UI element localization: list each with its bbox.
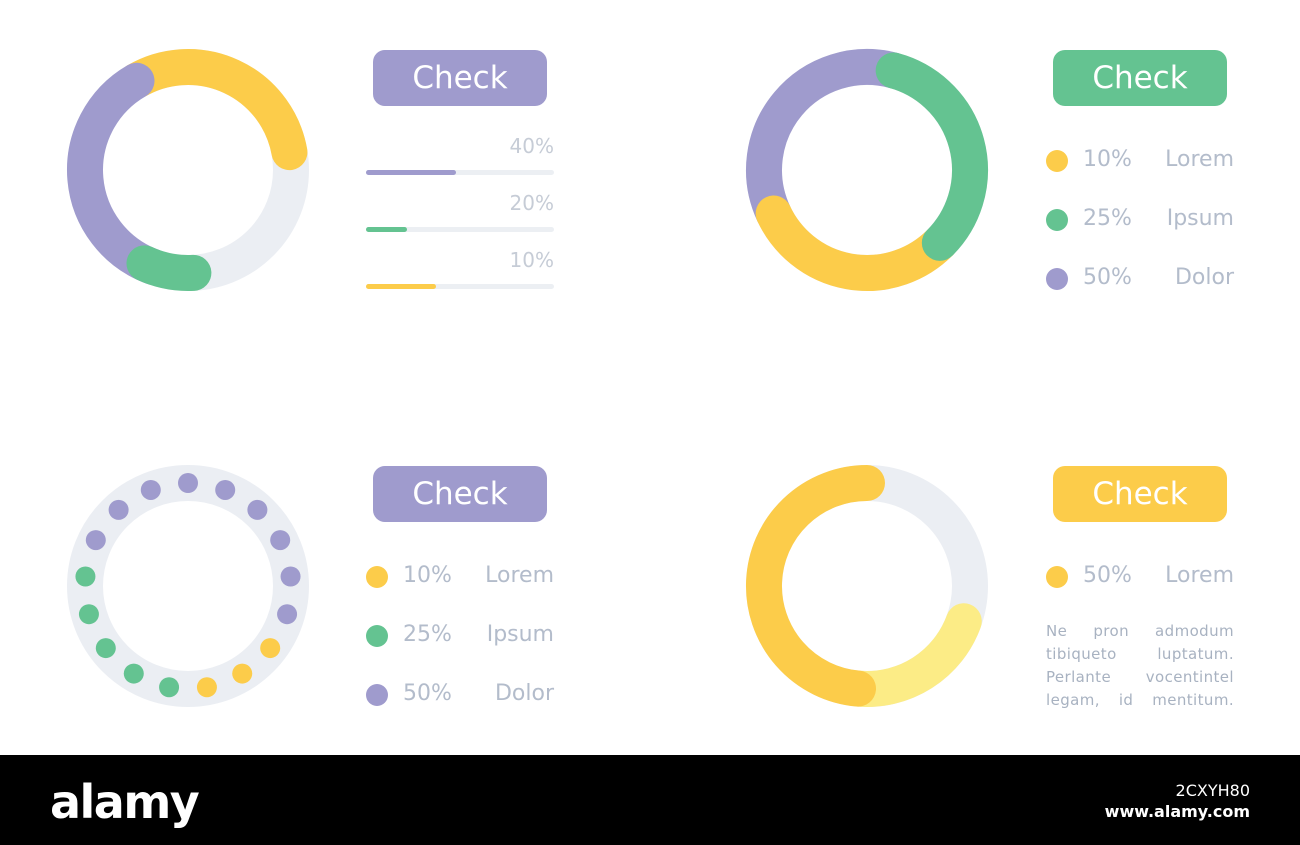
ring-dot-12 <box>196 677 217 698</box>
dot-ring-chart <box>67 465 309 707</box>
bar-fill-2 <box>366 227 408 232</box>
legend-dot <box>366 566 388 588</box>
ring-dot-5 <box>215 479 236 500</box>
bar-fill-1 <box>366 170 457 175</box>
legend-dot <box>1046 150 1068 172</box>
legend-item: 50% Dolor <box>366 681 554 743</box>
ring-dot-10 <box>260 638 281 659</box>
bar-item-3: 10% <box>366 246 554 303</box>
legend-label: Lorem <box>485 563 554 588</box>
legend-label: Lorem <box>1165 563 1234 588</box>
ring-dot-4 <box>178 473 198 493</box>
bar-track-2 <box>366 227 554 232</box>
legend-label: Ipsum <box>1166 206 1234 231</box>
legend-percent: 50% <box>403 681 452 706</box>
ring-dot-1 <box>85 530 106 551</box>
legend-dot <box>366 684 388 706</box>
legend-percent: 25% <box>1083 206 1132 231</box>
check-button-4[interactable]: Check <box>1053 466 1227 522</box>
legend-label: Dolor <box>1174 265 1234 290</box>
legend-percent: 50% <box>1083 563 1132 588</box>
image-id: 2CXYH80 <box>1175 781 1250 800</box>
check-button-3[interactable]: Check <box>373 466 547 522</box>
ring-dot-11 <box>232 663 253 684</box>
legend-item: 10% Lorem <box>366 563 554 625</box>
description-line: Ne pron admodum <box>1046 622 1234 640</box>
ring-dot-13 <box>159 677 180 698</box>
legend-percent: 25% <box>403 622 452 647</box>
ring-dot-9 <box>277 604 298 625</box>
legend-3: 10% Lorem 25% Ipsum 50% Dolor <box>366 563 554 743</box>
legend-percent: 10% <box>403 563 452 588</box>
bar-percent-3: 10% <box>509 248 554 272</box>
ring-segment-2 <box>746 465 885 707</box>
ring-segment-1 <box>746 49 912 232</box>
donut-chart-2 <box>746 49 988 291</box>
legend-percent: 50% <box>1083 265 1132 290</box>
ring-dot-6 <box>247 499 268 520</box>
legend-item: 25% Ipsum <box>366 622 554 684</box>
legend-label: Dolor <box>494 681 554 706</box>
legend-percent: 10% <box>1083 147 1132 172</box>
legend-label: Lorem <box>1165 147 1234 172</box>
legend-4: 50% Lorem <box>1046 563 1234 625</box>
ring-dot-2 <box>108 499 129 520</box>
alamy-logo: alamy <box>50 775 200 829</box>
legend-dot <box>1046 268 1068 290</box>
ring-dot-14 <box>123 663 144 684</box>
bar-item-2: 20% <box>366 189 554 246</box>
ring-segment-2 <box>67 62 171 285</box>
footer-bar: alamy 2CXYH80 www.alamy.com <box>0 755 1300 845</box>
legend-item: 50% Dolor <box>1046 265 1234 327</box>
ring-dot-7 <box>270 530 291 551</box>
description-line: legam, id mentitum. <box>1046 691 1234 709</box>
ring-dot-17 <box>75 566 96 587</box>
donut-chart-4 <box>746 465 988 707</box>
bar-percent-1: 40% <box>509 134 554 158</box>
site-url: www.alamy.com <box>1104 802 1250 821</box>
ring-dot-16 <box>78 604 99 625</box>
legend-item: 50% Lorem <box>1046 563 1234 625</box>
legend-item: 25% Ipsum <box>1046 206 1234 268</box>
legend-item: 10% Lorem <box>1046 147 1234 209</box>
description-line: Perlante vocentintel <box>1046 668 1234 686</box>
bar-track-3 <box>366 284 554 289</box>
bar-percent-2: 20% <box>509 191 554 215</box>
check-button-1[interactable]: Check <box>373 50 547 106</box>
bar-item-1: 40% <box>366 132 554 189</box>
check-button-2[interactable]: Check <box>1053 50 1227 106</box>
ring-dot-3 <box>140 479 161 500</box>
ring-segment-1 <box>118 49 308 171</box>
bar-track-1 <box>366 170 554 175</box>
ring-segment-2 <box>755 195 958 291</box>
donut-chart-1 <box>67 49 309 291</box>
legend-2: 10% Lorem 25% Ipsum 50% Dolor <box>1046 147 1234 327</box>
description-text: Ne pron admodum tibiqueto luptatum. Perl… <box>1046 620 1234 712</box>
ring-segment-3 <box>126 245 212 291</box>
ring-dot-15 <box>95 638 116 659</box>
ring-dot-8 <box>280 566 301 587</box>
description-line: tibiqueto luptatum. <box>1046 645 1234 663</box>
progress-bars: 40% 20% 10% <box>366 132 554 303</box>
bar-fill-3 <box>366 284 436 289</box>
legend-dot <box>366 625 388 647</box>
legend-label: Ipsum <box>486 622 554 647</box>
ring-segment-3 <box>875 52 988 261</box>
ring-segment-1 <box>840 603 982 707</box>
legend-dot <box>1046 566 1068 588</box>
legend-dot <box>1046 209 1068 231</box>
